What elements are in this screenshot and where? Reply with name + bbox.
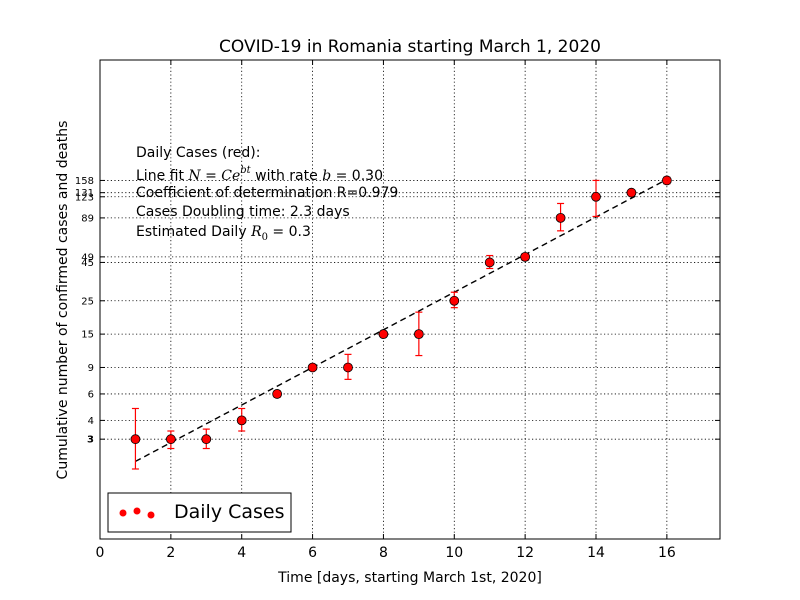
x-tick-label: 2 <box>166 545 175 561</box>
y-tick-label: 15 <box>81 330 94 341</box>
y-tick-label: 89 <box>81 213 94 224</box>
data-marker <box>343 362 353 373</box>
data-marker <box>555 213 566 223</box>
y-tick-label: 9 <box>88 363 94 374</box>
data-point <box>591 179 601 218</box>
data-point <box>449 291 460 309</box>
x-tick-label: 6 <box>308 545 317 561</box>
data-marker <box>130 434 141 445</box>
y-axis-label: Cumulative number of confirmed cases and… <box>55 121 71 480</box>
annotation-line-fit: Line fit N = Cebt with rate b = 0.30 <box>136 165 383 184</box>
data-point <box>661 175 672 186</box>
data-marker <box>484 257 495 268</box>
legend-label: Daily Cases <box>174 501 285 523</box>
data-point <box>626 187 637 198</box>
legend: Daily Cases <box>107 492 292 533</box>
annotation-doubling-time: Cases Doubling time: 2.3 days <box>136 204 350 220</box>
data-point <box>307 362 318 373</box>
chart-title: COVID-19 in Romania starting March 1, 20… <box>219 37 601 57</box>
x-tick-label: 4 <box>237 545 246 561</box>
grid <box>100 60 720 539</box>
data-point <box>272 389 283 399</box>
y-tick-label: 131 <box>75 188 94 199</box>
x-axis-label: Time [days, starting March 1st, 2020] <box>277 570 542 586</box>
legend-marker <box>133 507 141 515</box>
data-marker <box>307 362 318 373</box>
y-tick-label: 45 <box>81 258 94 269</box>
data-points <box>130 175 672 470</box>
data-point <box>520 251 531 262</box>
annotation-r0: Estimated Daily R0 = 0.3 <box>136 224 311 243</box>
legend-marker <box>147 511 155 519</box>
data-point <box>484 254 495 270</box>
y-tick-label: 25 <box>81 296 94 307</box>
data-marker <box>520 251 531 262</box>
y-tick-label: 123 <box>75 192 94 203</box>
y-tick-label: 158 <box>75 176 94 187</box>
data-point <box>555 202 566 232</box>
legend-marker <box>119 509 127 517</box>
annotation-heading: Daily Cases (red): <box>136 145 260 161</box>
data-marker <box>449 295 460 306</box>
data-marker <box>201 434 212 445</box>
y-tick-label: 3 <box>87 435 94 446</box>
data-marker <box>626 187 637 198</box>
y-tick-label: 49 <box>81 252 94 263</box>
annotation-r2: Coefficient of determination R=0.979 <box>136 185 398 201</box>
x-tick-label: 16 <box>658 545 676 561</box>
data-point <box>378 329 389 340</box>
data-point <box>165 430 176 450</box>
x-tick-label: 10 <box>445 545 463 561</box>
data-point <box>236 407 247 432</box>
y-tick-label: 6 <box>88 389 94 400</box>
data-marker <box>236 415 247 426</box>
plot-frame <box>99 59 721 540</box>
data-marker <box>591 191 601 202</box>
x-tick-label: 0 <box>96 545 105 561</box>
data-marker <box>272 389 283 399</box>
data-marker <box>378 329 389 340</box>
data-point <box>201 428 212 450</box>
data-marker <box>165 434 176 445</box>
y-tick-label: 4 <box>88 416 94 427</box>
x-tick-label: 14 <box>587 545 605 561</box>
data-point <box>413 311 424 357</box>
fit-line <box>135 178 668 463</box>
data-point <box>343 353 353 380</box>
data-marker <box>413 329 424 340</box>
x-tick-label: 8 <box>379 545 388 561</box>
data-marker <box>661 175 672 186</box>
data-point <box>130 407 141 470</box>
x-tick-label: 12 <box>516 545 534 561</box>
fit-line-layer <box>135 178 668 463</box>
fit-annotation: Daily Cases (red): Line fit N = Cebt wit… <box>136 145 398 243</box>
